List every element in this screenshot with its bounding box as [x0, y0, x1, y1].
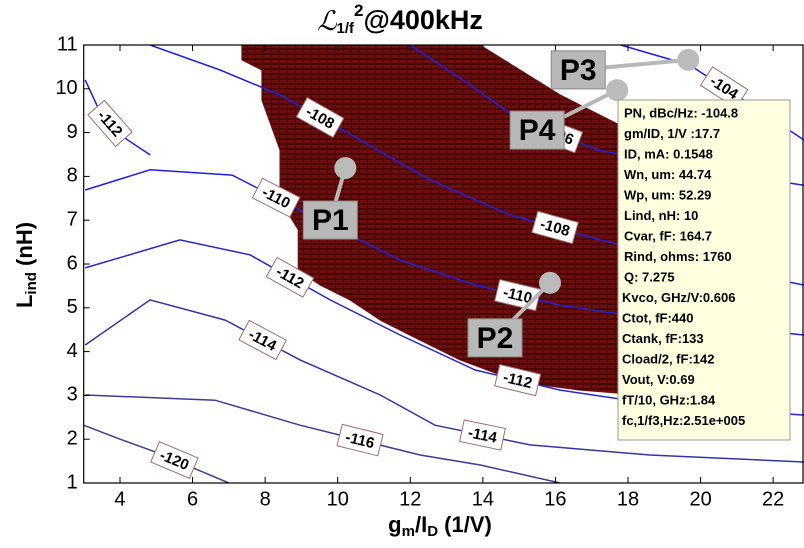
contour-line [84, 299, 804, 463]
contour-label: -110 [501, 284, 533, 307]
x-tick-label: 22 [762, 488, 784, 510]
datatip-line: PN, dBc/Hz: -104.8 [624, 105, 738, 120]
point-label-box [302, 200, 358, 240]
contour-label-box [265, 256, 315, 298]
contour-label-box [531, 210, 579, 245]
x-tick-label: 8 [260, 488, 271, 510]
x-axis-label: gm/ID (1/V) [388, 512, 492, 540]
y-tick-label: 10 [55, 77, 77, 99]
datatip-line: Kvco, GHz/V:0.606 [622, 290, 735, 305]
y-axis-label: Lind (nH) [12, 222, 40, 308]
contour-label-box [459, 419, 506, 451]
datatip-line: Ctank, fF:133 [622, 331, 704, 346]
y-tick-label: 2 [67, 427, 78, 449]
x-tick-label: 16 [544, 488, 566, 510]
y-tick-label: 1 [67, 471, 78, 493]
y-tick-label: 6 [67, 252, 78, 274]
datatip-line: fc,1/f3,Hz:2.51e+005 [622, 413, 745, 428]
datatip-line: gm/ID, 1/V :17.7 [624, 126, 720, 141]
datatip-line: Vout, V:0.69 [622, 372, 695, 387]
datatip-line: Wn, um: 44.74 [624, 167, 712, 182]
point-label-box [509, 110, 565, 150]
contour-label-group: -108 [531, 210, 579, 245]
datatip-line: ID, mA: 0.1548 [624, 146, 713, 161]
x-tick-label: 12 [399, 488, 421, 510]
point-label: P2 [477, 322, 514, 355]
y-tick-label: 3 [67, 384, 78, 406]
y-tick-label: 8 [67, 165, 78, 187]
contour-label-group: -116 [336, 423, 384, 457]
chart-title: ℒ1/f2@400kHz [317, 1, 483, 36]
point-marker [677, 48, 700, 71]
contour-label-group: -114 [459, 419, 506, 451]
x-tick-label: 18 [617, 488, 639, 510]
point-marker [538, 271, 561, 294]
point-marker [334, 157, 357, 180]
datatip-line: Lind, nH: 10 [624, 208, 698, 223]
point-label: P4 [519, 114, 556, 147]
contour-label-box [87, 99, 133, 148]
contour-label: -112 [501, 369, 533, 392]
x-tick-label: 4 [114, 488, 125, 510]
point-label: P1 [312, 204, 349, 237]
contour-label-box [251, 177, 301, 218]
contour-label-box [494, 363, 542, 397]
datatip-line: fT/10, GHz:1.84 [622, 392, 716, 407]
contour-label-group: -112 [494, 363, 542, 397]
datatip-box [617, 99, 791, 441]
contour-label-box [295, 96, 345, 139]
x-tick-label: 10 [327, 488, 349, 510]
y-tick-label: 4 [67, 340, 78, 362]
y-tick-label: 5 [67, 296, 78, 318]
datatip-line: Rind, ohms: 1760 [624, 249, 732, 264]
datatip-line: Cload/2, fF:142 [622, 351, 714, 366]
y-tick-label: 11 [57, 33, 78, 55]
y-tick-label: 7 [67, 208, 78, 230]
datatip-line: Q: 7.275 [624, 269, 675, 284]
datatip-line: Ctot, fF:440 [622, 310, 694, 325]
point-marker [606, 79, 629, 102]
contour-label-box [336, 423, 384, 457]
contour-label-box [699, 66, 749, 109]
x-tick-label: 6 [187, 488, 198, 510]
y-tick-label: 9 [67, 121, 78, 143]
x-tick-label: 20 [689, 488, 711, 510]
contour-label: -114 [466, 424, 499, 447]
contour-label: -116 [344, 429, 376, 453]
point-label-box [467, 318, 523, 358]
contour-label-box [150, 441, 199, 479]
datatip-line: Wp, um: 52.29 [624, 187, 711, 202]
contour-label-box [238, 319, 287, 361]
point-label-box [550, 50, 606, 90]
datatip-line: Cvar, fF: 164.7 [624, 228, 712, 243]
x-tick-label: 14 [472, 488, 494, 510]
point-label: P3 [560, 54, 597, 87]
